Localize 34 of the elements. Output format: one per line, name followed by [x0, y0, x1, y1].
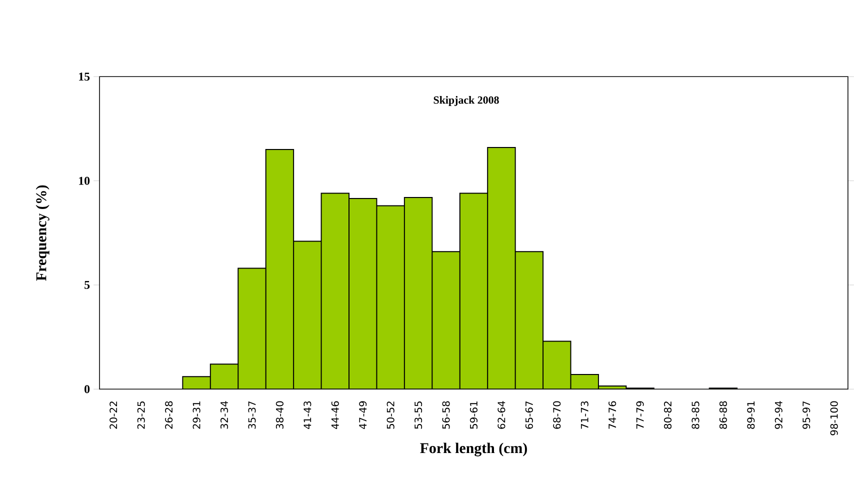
x-tick-label: 89-91	[747, 402, 755, 430]
x-tick-label: 20-22	[110, 402, 118, 429]
x-tick-label: 92-94	[774, 401, 782, 430]
x-tick-label: 26-28	[165, 401, 173, 429]
x-tick-label: 32-34	[220, 401, 228, 429]
y-tick-label: 15	[79, 72, 90, 81]
x-tick-label: 53-55	[414, 402, 422, 429]
x-tick-label: 74-76	[608, 401, 616, 429]
x-tick-label: 86-88	[719, 401, 727, 430]
x-tick-label: 41-43	[304, 402, 312, 430]
x-tick-label: 68-70	[553, 401, 561, 430]
x-tick-label: 50-52	[386, 402, 394, 429]
x-tick-label: 71-73	[580, 402, 588, 429]
x-tick-label: 38-40	[276, 401, 284, 429]
x-tick-label: 98-100	[830, 401, 838, 436]
x-tick-label: 77-79	[636, 402, 644, 429]
text: Skipjack 2008	[434, 96, 499, 106]
y-tick-label: 0	[84, 385, 90, 394]
x-tick-label: 62-64	[498, 401, 506, 430]
x-tick-label: 35-37	[248, 402, 256, 429]
x-tick-label: 83-85	[692, 402, 700, 430]
x-tick-label: 59-61	[470, 402, 478, 429]
x-tick-label: 56-58	[442, 401, 450, 429]
x-tick-label: 47-49	[359, 402, 367, 430]
x-axis-title: Fork length (cm)	[420, 442, 527, 457]
x-tick-label: 95-97	[802, 402, 810, 430]
x-tick-label: 80-82	[664, 402, 672, 430]
y-axis-title: Frequency (%)	[36, 186, 50, 281]
x-tick-label: 44-46	[331, 401, 339, 430]
x-tick-label: 29-31	[192, 402, 200, 429]
y-tick-label: 5	[84, 281, 90, 290]
y-tick-label: 10	[79, 176, 90, 186]
x-tick-label: 65-67	[525, 402, 533, 430]
x-tick-label: 23-25	[137, 402, 145, 429]
